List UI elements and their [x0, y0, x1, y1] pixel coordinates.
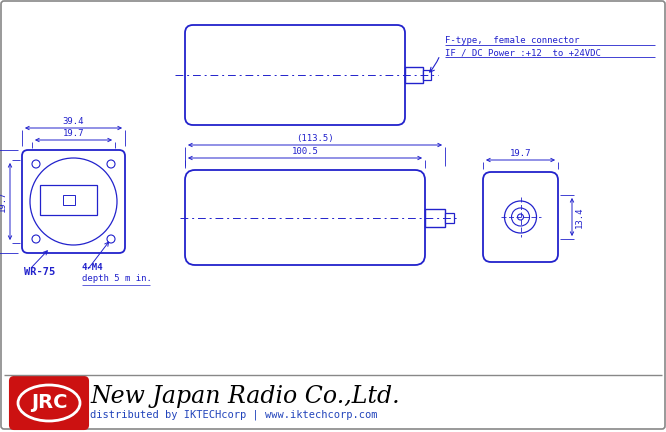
Bar [425, 209, 445, 226]
Text: 19.7: 19.7 [509, 149, 531, 158]
Text: New Japan Radio Co.,Ltd.: New Japan Radio Co.,Ltd. [90, 385, 400, 409]
Text: 4-M4: 4-M4 [81, 263, 103, 272]
Circle shape [107, 160, 115, 168]
Text: IF / DC Power :+12  to +24VDC: IF / DC Power :+12 to +24VDC [445, 48, 601, 57]
Text: 100.5: 100.5 [292, 147, 318, 156]
FancyBboxPatch shape [10, 377, 88, 429]
Ellipse shape [30, 158, 117, 245]
Text: F-type,  female connector: F-type, female connector [445, 36, 579, 45]
Circle shape [517, 214, 523, 220]
Text: 19.7: 19.7 [63, 129, 85, 138]
Circle shape [511, 208, 529, 226]
Text: 39.4: 39.4 [63, 117, 85, 126]
Circle shape [32, 160, 40, 168]
Text: 19.7: 19.7 [0, 191, 7, 212]
Circle shape [505, 201, 537, 233]
FancyBboxPatch shape [22, 150, 125, 253]
Bar [405, 67, 423, 83]
Text: 13.4: 13.4 [575, 206, 584, 228]
FancyBboxPatch shape [483, 172, 558, 262]
Text: WR-75: WR-75 [24, 267, 55, 277]
Bar [40, 185, 97, 215]
FancyBboxPatch shape [185, 25, 405, 125]
Ellipse shape [18, 385, 80, 421]
Bar [445, 213, 454, 222]
FancyBboxPatch shape [185, 170, 425, 265]
Circle shape [32, 235, 40, 243]
Text: distributed by IKTECHcorp | www.iktechcorp.com: distributed by IKTECHcorp | www.iktechco… [90, 410, 378, 420]
Bar [423, 70, 431, 80]
Text: JRC: JRC [31, 394, 67, 413]
Circle shape [107, 235, 115, 243]
Bar [63, 195, 75, 205]
Text: (113.5): (113.5) [296, 134, 334, 143]
Text: depth 5 m in.: depth 5 m in. [81, 274, 151, 283]
